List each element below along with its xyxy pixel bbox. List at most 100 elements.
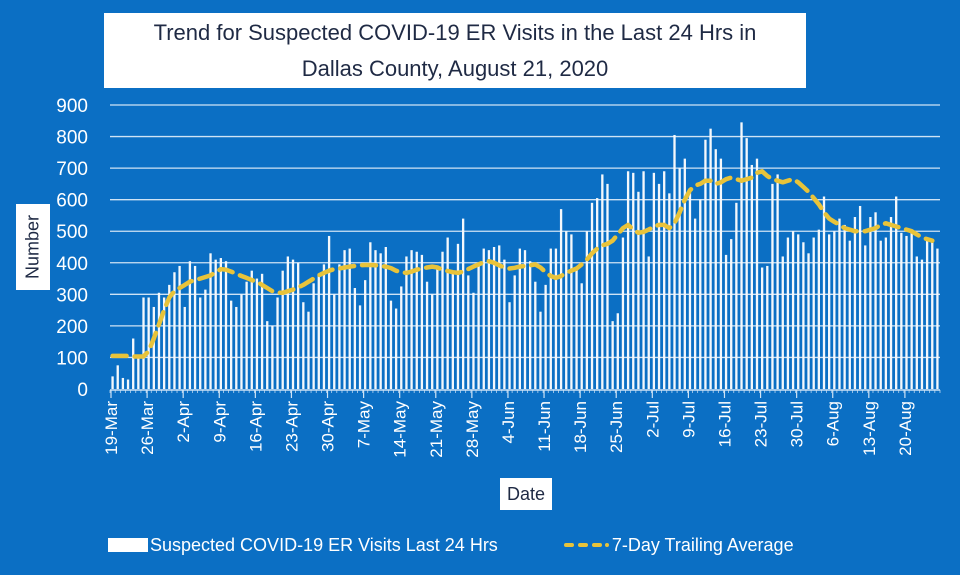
x-tick-label: 13-Aug — [860, 401, 879, 456]
bar — [755, 158, 759, 389]
bar — [931, 240, 934, 389]
y-tick-label: 800 — [56, 128, 88, 149]
bar — [745, 138, 748, 389]
bar — [673, 134, 676, 389]
bar — [162, 297, 166, 389]
bar — [183, 306, 186, 389]
bar — [250, 270, 253, 389]
bar — [879, 240, 882, 389]
bar — [229, 300, 233, 389]
bar — [781, 256, 784, 389]
bar — [915, 256, 918, 389]
bar — [245, 281, 248, 389]
bar — [322, 264, 326, 389]
bar — [559, 209, 563, 389]
bar — [132, 338, 135, 389]
bar — [668, 193, 671, 389]
bar — [394, 308, 398, 389]
bar — [575, 269, 578, 389]
bar — [188, 261, 192, 389]
bar — [111, 376, 114, 389]
bar — [920, 259, 924, 389]
x-tick-label: 30-Apr — [319, 401, 338, 452]
bar — [436, 267, 439, 389]
bar — [240, 294, 243, 389]
bar — [338, 264, 341, 389]
bar — [353, 288, 357, 389]
x-tick-label: 18-Jun — [571, 401, 590, 453]
x-tick-label: 20-Aug — [896, 401, 915, 456]
legend: Suspected COVID-19 ER Visits Last 24 Hrs… — [108, 532, 794, 558]
bar — [431, 294, 434, 389]
x-axis-label: Date — [500, 478, 552, 510]
bar — [791, 231, 795, 389]
bar — [168, 284, 171, 389]
bar — [838, 218, 841, 389]
bar — [936, 248, 939, 389]
bar — [137, 357, 140, 389]
bar — [384, 247, 387, 389]
bar — [302, 302, 305, 389]
bar — [714, 149, 717, 389]
bar — [771, 183, 774, 389]
bar — [178, 265, 181, 389]
bar — [291, 259, 295, 389]
bar — [642, 171, 645, 389]
bar — [266, 321, 269, 389]
bar — [766, 265, 769, 389]
bar — [142, 297, 145, 389]
bar — [874, 212, 877, 389]
legend-bar-swatch — [108, 538, 148, 552]
bar — [193, 265, 197, 389]
bar — [797, 234, 800, 389]
bar-series — [111, 122, 939, 389]
bar — [895, 196, 898, 389]
bar — [807, 253, 810, 389]
bar — [255, 278, 259, 389]
bar — [699, 199, 702, 389]
bar — [590, 202, 594, 389]
bar — [786, 237, 790, 389]
bar — [420, 254, 424, 389]
x-tick-label: 16-Apr — [246, 401, 265, 452]
bar — [116, 365, 119, 389]
bar — [828, 234, 831, 389]
bar — [637, 191, 640, 389]
bar — [297, 262, 300, 389]
y-tick-label: 100 — [56, 348, 88, 369]
bar — [286, 256, 290, 389]
bar — [467, 275, 470, 389]
bar — [528, 261, 532, 389]
bar — [678, 168, 681, 389]
bar — [405, 256, 408, 389]
bar — [534, 281, 537, 389]
y-tick-label: 200 — [56, 317, 88, 338]
bar — [281, 270, 284, 389]
x-axis — [109, 389, 941, 393]
bar — [900, 232, 903, 389]
x-tick-label: 30-Jul — [788, 401, 807, 447]
bar — [513, 275, 516, 389]
bar — [735, 202, 738, 389]
bar — [456, 243, 460, 389]
bar — [477, 265, 480, 389]
bar — [693, 218, 697, 389]
bar — [853, 217, 857, 389]
y-tick-label: 900 — [56, 96, 88, 117]
bar — [549, 248, 552, 389]
bar — [606, 183, 609, 389]
bar — [730, 239, 733, 389]
y-tick-label: 0 — [77, 380, 88, 401]
bar — [611, 321, 614, 389]
bar — [271, 325, 274, 389]
bar — [585, 231, 589, 389]
bar — [554, 248, 558, 389]
x-tick-label: 9-Jul — [679, 401, 698, 438]
bar — [848, 240, 851, 389]
bar — [833, 231, 836, 389]
bar — [740, 122, 743, 389]
bar — [508, 302, 511, 389]
bar — [333, 294, 336, 389]
x-tick-label: 7-May — [355, 401, 374, 449]
